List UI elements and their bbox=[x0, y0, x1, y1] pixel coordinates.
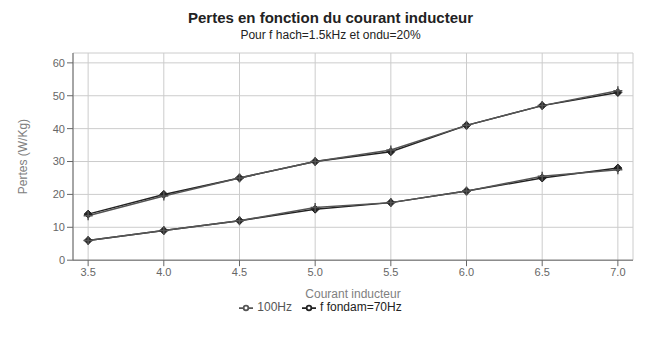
svg-text:4.0: 4.0 bbox=[156, 266, 171, 278]
svg-text:6.0: 6.0 bbox=[459, 266, 474, 278]
svg-text:5.0: 5.0 bbox=[308, 266, 323, 278]
svg-text:30: 30 bbox=[53, 155, 65, 167]
html-text:Pour f hach=1.5kHz et ondu=20%: Pour f hach=1.5kHz et ondu=20% bbox=[240, 28, 421, 42]
svg-text:5.5: 5.5 bbox=[383, 266, 398, 278]
svg-text:50: 50 bbox=[53, 90, 65, 102]
html-text:f fondam=70Hz: f fondam=70Hz bbox=[320, 300, 402, 315]
svg-text:60: 60 bbox=[53, 57, 65, 69]
svg-text:0: 0 bbox=[59, 254, 65, 266]
html-text:Pertes en fonction du courant: Pertes en fonction du courant inducteur bbox=[188, 9, 473, 26]
svg-text:7.0: 7.0 bbox=[610, 266, 625, 278]
svg-text:6.5: 6.5 bbox=[535, 266, 550, 278]
svg-text:Courant inducteur: Courant inducteur bbox=[305, 287, 400, 301]
svg-text:Pertes (W/Kg): Pertes (W/Kg) bbox=[16, 119, 30, 194]
svg-text:3.5: 3.5 bbox=[80, 266, 95, 278]
svg-text:10: 10 bbox=[53, 221, 65, 233]
svg-text:4.5: 4.5 bbox=[232, 266, 247, 278]
html-text:100Hz: 100Hz bbox=[257, 300, 292, 315]
svg-text:40: 40 bbox=[53, 123, 65, 135]
svg-text:20: 20 bbox=[53, 188, 65, 200]
